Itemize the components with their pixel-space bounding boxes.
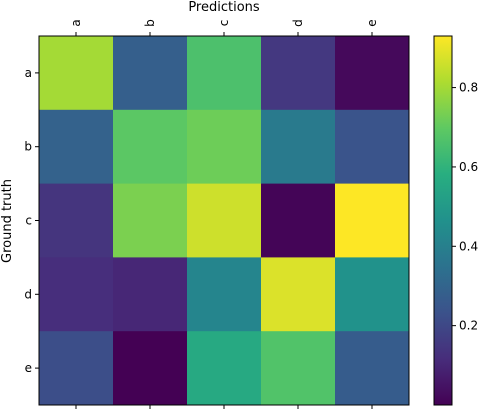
heatmap-cell-d-d	[261, 257, 336, 332]
heatmap-cell-c-e	[335, 183, 410, 258]
heatmap-cell-b-a	[39, 109, 114, 185]
colorbar: 0.2 0.4 0.6 0.8	[433, 35, 478, 406]
heatmap-cell-c-a	[39, 183, 114, 258]
x-axis-ticks: a b c d e	[69, 19, 379, 409]
colorbar-tick-label-0.4: 0.4	[459, 239, 478, 253]
heatmap-cell-b-c	[187, 109, 262, 185]
colorbar-tick-label-0.6: 0.6	[459, 160, 478, 174]
heatmap-cell-a-b	[113, 36, 188, 111]
heatmap-cell-e-d	[261, 331, 336, 406]
heatmap-cell-d-b	[113, 257, 188, 332]
heatmap-cell-b-b	[113, 109, 188, 185]
heatmap-cell-d-e	[335, 257, 410, 332]
y-tick-label-a: a	[25, 66, 32, 80]
x-tick-label-b: b	[143, 19, 157, 27]
y-tick-label-b: b	[24, 140, 32, 154]
heatmap-cells	[39, 36, 410, 406]
heatmap-cell-a-d	[261, 36, 336, 111]
heatmap-cell-a-e	[335, 36, 410, 111]
heatmap-cell-c-b	[113, 183, 188, 258]
y-tick-label-c: c	[25, 214, 32, 228]
x-axis-title: Predictions	[188, 0, 260, 15]
heatmap-cell-b-e	[335, 109, 410, 185]
x-tick-label-d: d	[291, 19, 305, 27]
heatmap-cell-a-a	[39, 36, 114, 111]
heatmap-cell-e-c	[187, 331, 262, 406]
heatmap-cell-e-b	[113, 331, 188, 406]
heatmap-cell-e-a	[39, 331, 114, 406]
y-tick-label-d: d	[24, 287, 32, 301]
heatmap-cell-b-d	[261, 109, 336, 185]
colorbar-gradient	[433, 35, 453, 406]
heatmap-cell-d-c	[187, 257, 262, 332]
heatmap-cell-d-a	[39, 257, 114, 332]
heatmap-cell-c-c	[187, 183, 262, 258]
x-tick-label-e: e	[365, 19, 379, 26]
y-tick-label-e: e	[25, 361, 32, 375]
x-tick-label-c: c	[217, 20, 231, 27]
heatmap-cell-a-c	[187, 36, 262, 111]
colorbar-ticks: 0.2 0.4 0.6 0.8	[452, 81, 478, 333]
x-tick-label-a: a	[69, 19, 83, 26]
colorbar-tick-label-0.2: 0.2	[459, 319, 478, 333]
colorbar-tick-label-0.8: 0.8	[459, 81, 478, 95]
y-axis-title: Ground truth	[0, 179, 15, 263]
heatmap-cell-c-d	[261, 183, 336, 258]
heatmap-cell-e-e	[335, 331, 410, 406]
y-axis-ticks: a b c d e	[24, 66, 39, 375]
